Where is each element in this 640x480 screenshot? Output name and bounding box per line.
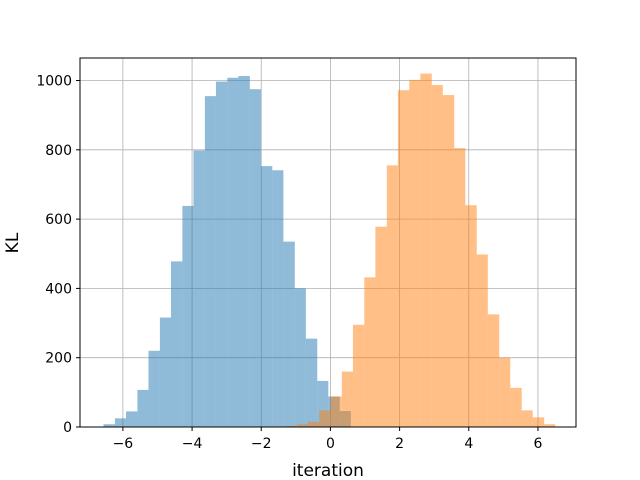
histogram-bar-series-2: [364, 277, 376, 427]
histogram-bar-series-2: [352, 324, 365, 427]
y-tick-label: 0: [63, 420, 72, 436]
histogram-bar-series-2: [499, 357, 511, 427]
histogram-bar-series-1: [294, 288, 306, 427]
histogram-bar-series-2: [307, 421, 320, 427]
histogram-bar-series-1: [159, 317, 171, 427]
y-tick-label: 600: [45, 212, 72, 228]
x-tick-label: −4: [182, 436, 203, 452]
histogram-bar-series-1: [193, 150, 205, 427]
histogram-bar-series-2: [510, 387, 522, 427]
histogram-bar-series-2: [296, 424, 308, 427]
histogram-bar-series-1: [182, 205, 194, 427]
y-tick-label: 1000: [36, 74, 72, 90]
histogram-bar-series-2: [544, 424, 556, 427]
histogram-bar-series-1: [249, 89, 261, 427]
x-tick-label: −2: [251, 436, 272, 452]
histogram-bar-series-2: [285, 425, 297, 427]
plot-frame: [79, 57, 577, 428]
histogram-bar-series-2: [420, 73, 432, 427]
x-tick-label: 2: [395, 436, 404, 452]
histogram-bar-series-1: [238, 76, 250, 427]
x-axis-title: iteration: [292, 461, 364, 480]
histogram-bar-series-1: [283, 241, 295, 427]
y-tick-label: 800: [45, 143, 72, 159]
histogram-bar-series-2: [375, 226, 387, 427]
histogram-bar-series-1: [103, 424, 115, 427]
histogram-bar-series-2: [521, 410, 533, 427]
x-tick-label: 6: [533, 436, 542, 452]
histogram-bar-series-1: [204, 96, 216, 428]
histogram-bar-series-1: [272, 170, 284, 427]
histogram-bar-series-1: [170, 261, 183, 427]
histogram-bar-series-2: [386, 165, 398, 427]
histogram-bar-series-1: [305, 338, 318, 427]
histogram-bar-series-2: [476, 254, 488, 427]
histogram-bar-series-2: [454, 148, 466, 427]
histogram-bar-series-1: [317, 380, 329, 427]
x-tick-label: 0: [326, 436, 335, 452]
axis-ticks: −6 −4 −2 0 2 4 6 0 200 400 600 800 1000: [36, 74, 542, 452]
histogram-bar-series-1: [137, 389, 149, 427]
histogram-bar-series-2: [409, 79, 421, 427]
y-tick-label: 400: [45, 281, 72, 297]
histogram-bar-series-2: [431, 85, 443, 427]
histogram-bar-series-2: [397, 90, 410, 427]
histogram-bar-series-2: [330, 396, 342, 427]
histogram-bar-series-2: [442, 95, 455, 427]
histogram-bars: [103, 73, 556, 428]
histogram-bar-series-2: [532, 417, 545, 427]
histogram-bar-series-2: [465, 205, 477, 427]
histogram-bar-series-1: [260, 166, 273, 427]
y-axis-title: KL: [3, 232, 23, 253]
histogram-bar-series-1: [215, 81, 228, 428]
histogram-bar-series-1: [114, 418, 127, 427]
histogram-bar-series-1: [126, 411, 138, 427]
histogram-bar-series-2: [319, 410, 331, 427]
y-tick-label: 200: [45, 351, 72, 367]
x-tick-label: 4: [464, 436, 473, 452]
histogram-bar-series-1: [227, 77, 239, 427]
histogram-bar-series-2: [341, 371, 353, 427]
histogram-bar-series-2: [487, 314, 500, 427]
histogram-bar-series-1: [148, 350, 160, 427]
x-tick-label: −6: [113, 436, 134, 452]
